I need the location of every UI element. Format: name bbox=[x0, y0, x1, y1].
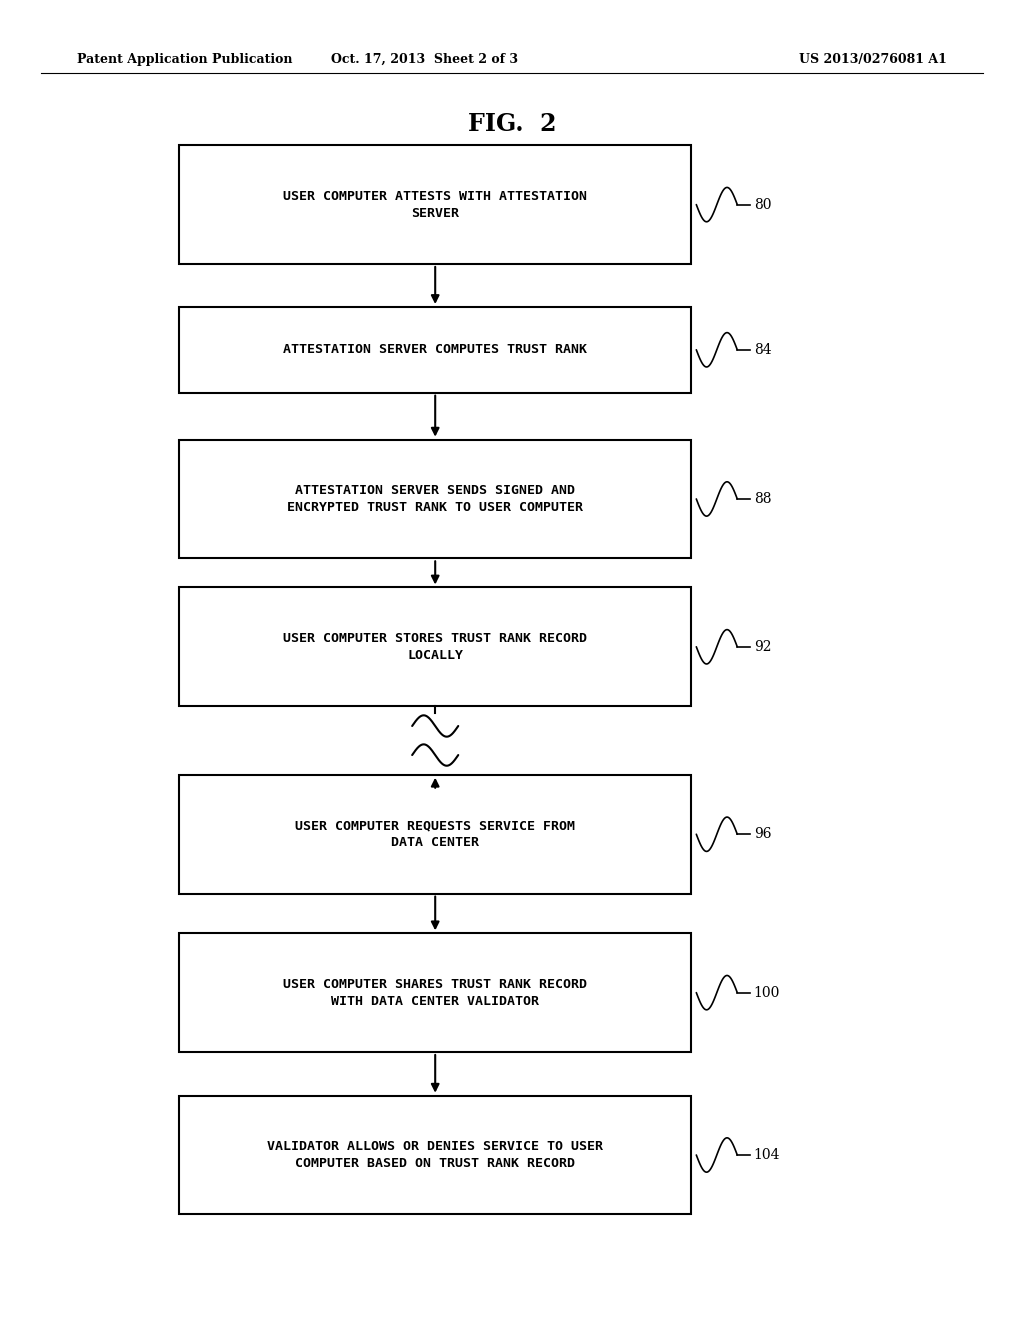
Text: VALIDATOR ALLOWS OR DENIES SERVICE TO USER
COMPUTER BASED ON TRUST RANK RECORD: VALIDATOR ALLOWS OR DENIES SERVICE TO US… bbox=[267, 1140, 603, 1170]
Text: 92: 92 bbox=[754, 640, 771, 653]
Text: USER COMPUTER SHARES TRUST RANK RECORD
WITH DATA CENTER VALIDATOR: USER COMPUTER SHARES TRUST RANK RECORD W… bbox=[284, 978, 587, 1007]
Bar bbox=[179, 933, 691, 1052]
Text: 84: 84 bbox=[754, 343, 771, 356]
Bar bbox=[179, 587, 691, 706]
Text: 104: 104 bbox=[754, 1148, 780, 1162]
Bar bbox=[179, 775, 691, 894]
Text: FIG.  2: FIG. 2 bbox=[468, 112, 556, 136]
Text: 80: 80 bbox=[754, 198, 771, 211]
Text: ATTESTATION SERVER SENDS SIGNED AND
ENCRYPTED TRUST RANK TO USER COMPUTER: ATTESTATION SERVER SENDS SIGNED AND ENCR… bbox=[287, 484, 584, 513]
Bar bbox=[179, 306, 691, 393]
Text: US 2013/0276081 A1: US 2013/0276081 A1 bbox=[799, 53, 946, 66]
Text: Oct. 17, 2013  Sheet 2 of 3: Oct. 17, 2013 Sheet 2 of 3 bbox=[332, 53, 518, 66]
Text: 100: 100 bbox=[754, 986, 780, 999]
Bar bbox=[179, 440, 691, 558]
Text: 96: 96 bbox=[754, 828, 771, 841]
Text: USER COMPUTER REQUESTS SERVICE FROM
DATA CENTER: USER COMPUTER REQUESTS SERVICE FROM DATA… bbox=[295, 820, 575, 849]
Text: USER COMPUTER STORES TRUST RANK RECORD
LOCALLY: USER COMPUTER STORES TRUST RANK RECORD L… bbox=[284, 632, 587, 661]
Bar bbox=[179, 145, 691, 264]
Text: USER COMPUTER ATTESTS WITH ATTESTATION
SERVER: USER COMPUTER ATTESTS WITH ATTESTATION S… bbox=[284, 190, 587, 219]
Text: ATTESTATION SERVER COMPUTES TRUST RANK: ATTESTATION SERVER COMPUTES TRUST RANK bbox=[284, 343, 587, 356]
Text: Patent Application Publication: Patent Application Publication bbox=[77, 53, 292, 66]
Bar bbox=[179, 1096, 691, 1214]
Text: 88: 88 bbox=[754, 492, 771, 506]
